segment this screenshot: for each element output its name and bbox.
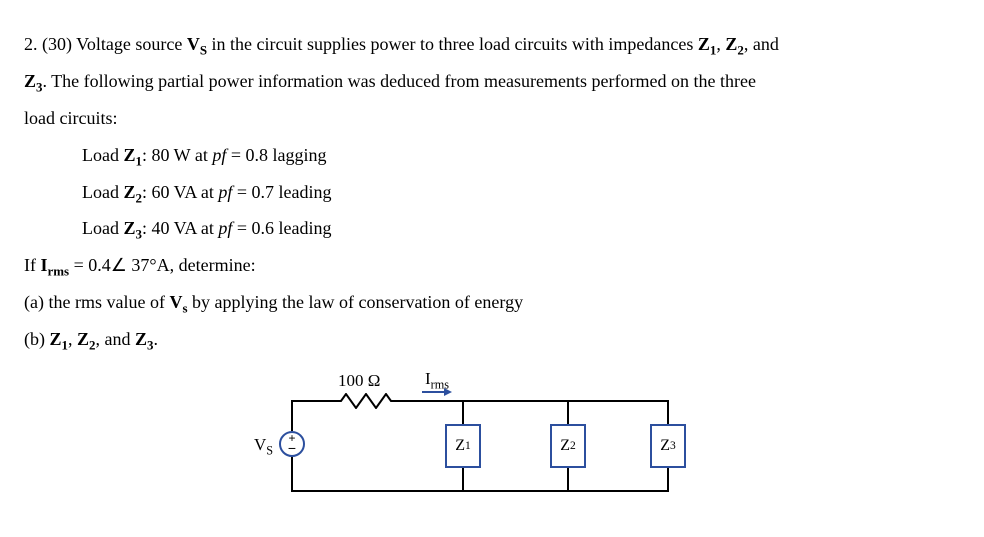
z1-sym: Z1 — [123, 145, 142, 165]
resistor-label: 100 Ω — [338, 372, 380, 389]
wire — [291, 400, 293, 431]
z3-sym: Z3 — [123, 218, 142, 238]
z2-sym: Z2 — [123, 182, 142, 202]
wire — [567, 468, 569, 492]
wire — [291, 490, 668, 492]
wire — [291, 400, 335, 402]
wire — [462, 468, 464, 492]
impedance-box-z3: Z3 — [650, 424, 686, 468]
vs-label: VS — [254, 436, 273, 453]
text: load circuits: — [24, 108, 117, 128]
part-a: (a) the rms value of Vs by applying the … — [24, 284, 960, 321]
z2-sym: Z2 — [77, 329, 96, 349]
z3-sym: Z3 — [135, 329, 154, 349]
wire — [667, 468, 669, 492]
z3-sym: Z3 — [24, 71, 43, 91]
current-arrow-icon — [422, 387, 452, 397]
impedance-box-z1: Z1 — [445, 424, 481, 468]
load-1: Load Z1: 80 W at pf = 0.8 lagging — [24, 137, 960, 174]
wire — [462, 400, 464, 424]
problem-line-1: 2. (30) Voltage source VS in the circuit… — [24, 26, 960, 63]
voltage-source-icon: + − — [279, 431, 305, 457]
z1-sym: Z1 — [698, 34, 717, 54]
text: , and — [744, 34, 779, 54]
wire — [397, 400, 668, 402]
irms-sym: Irms — [41, 255, 70, 275]
z2-sym: Z2 — [725, 34, 744, 54]
text: . The following partial power informatio… — [43, 71, 756, 91]
text: in the circuit supplies power to three l… — [207, 34, 698, 54]
text: Voltage source — [76, 34, 187, 54]
load-3: Load Z3: 40 VA at pf = 0.6 leading — [24, 210, 960, 247]
wire — [291, 457, 293, 492]
wire — [667, 400, 669, 424]
resistor-icon — [335, 393, 397, 409]
problem-number: 2. (30) — [24, 34, 76, 54]
circuit-diagram: 100 Ω Irms + − VS Z1 Z2 — [24, 364, 960, 504]
vs-sym: VS — [187, 34, 207, 54]
vs-sym: Vs — [169, 292, 187, 312]
load-2: Load Z2: 60 VA at pf = 0.7 leading — [24, 174, 960, 211]
minus-sign: − — [288, 444, 296, 454]
problem-line-2: Z3. The following partial power informat… — [24, 63, 960, 100]
wire — [567, 400, 569, 424]
part-b: (b) Z1, Z2, and Z3. — [24, 321, 960, 358]
impedance-box-z2: Z2 — [550, 424, 586, 468]
z1-sym: Z1 — [50, 329, 69, 349]
if-line: If Irms = 0.4∠ 37°A, determine: — [24, 247, 960, 284]
problem-line-3: load circuits: — [24, 100, 960, 137]
irms-label: Irms — [425, 370, 449, 387]
